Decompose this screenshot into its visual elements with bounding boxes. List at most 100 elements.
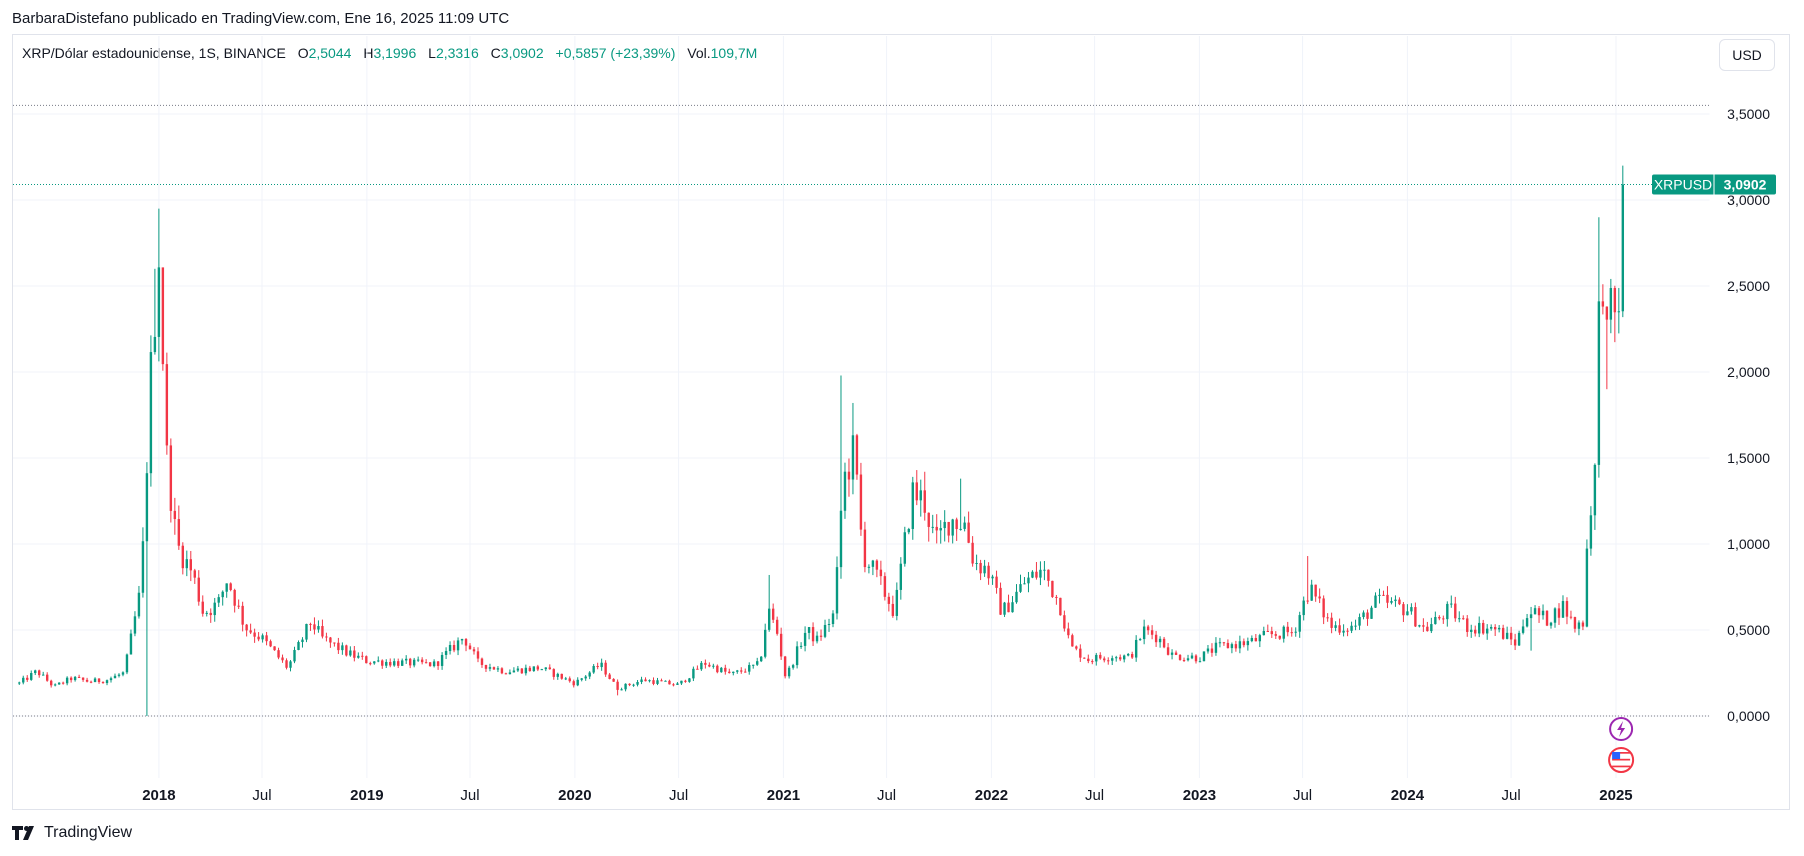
candle-body <box>345 645 348 656</box>
candle-body <box>867 566 871 568</box>
candle-body <box>1019 584 1022 592</box>
candle-body <box>121 672 125 675</box>
candle-body <box>1126 654 1130 656</box>
x-tick-label: 2018 <box>142 787 175 804</box>
candle-body <box>891 603 895 616</box>
candle-body <box>285 660 288 668</box>
candle-body <box>927 512 930 527</box>
candle-body <box>744 671 747 673</box>
candle-body <box>1474 629 1477 634</box>
candle-body <box>831 613 835 625</box>
candle-body <box>420 659 424 663</box>
candle-body <box>1290 632 1293 634</box>
candle-body <box>1198 661 1202 663</box>
candle-body <box>1621 184 1625 312</box>
low-label: L <box>428 45 436 61</box>
x-tick-label: 2025 <box>1599 787 1632 804</box>
candle-body <box>1410 607 1413 612</box>
candle-body <box>963 522 966 529</box>
candle-body <box>1318 596 1321 599</box>
candle-body <box>444 651 448 655</box>
candle-body <box>652 680 655 684</box>
price-tag-ticker: XRPUSD <box>1654 176 1712 192</box>
candle-body <box>1370 607 1373 619</box>
candle-body <box>217 597 220 603</box>
candle-body <box>696 668 699 670</box>
candle-body <box>476 651 480 659</box>
candle-body <box>600 662 603 668</box>
candle-body <box>333 642 336 644</box>
x-tick-label: Jul <box>1502 787 1521 804</box>
candle-body <box>564 678 567 680</box>
y-tick-label: 0,5000 <box>1727 622 1770 638</box>
candle-body <box>1027 577 1030 584</box>
candle-body <box>1095 654 1098 662</box>
candle-body <box>57 682 61 685</box>
candle-body <box>1119 657 1122 660</box>
candle-body <box>584 676 587 679</box>
candle-body <box>1601 301 1605 307</box>
candle-body <box>811 627 815 642</box>
candle-body <box>1561 601 1565 618</box>
candle-body <box>1382 594 1385 596</box>
candle-body <box>851 435 855 480</box>
candle-body <box>42 674 45 676</box>
candle-body <box>1035 571 1038 578</box>
candle-body <box>1007 602 1010 613</box>
candle-body <box>1302 600 1305 616</box>
candle-body <box>233 589 236 606</box>
candle-body <box>1186 658 1190 661</box>
candle-body <box>1091 661 1094 663</box>
candle-body <box>1282 626 1285 639</box>
candle-body <box>1450 603 1453 605</box>
candle-body <box>129 633 133 655</box>
candle-body <box>732 671 735 674</box>
candle-body <box>1134 639 1138 658</box>
candle-body <box>1039 569 1042 578</box>
flag-canton <box>1612 752 1621 759</box>
candle-body <box>1150 630 1154 635</box>
candle-body <box>1489 626 1493 629</box>
candle-body <box>281 657 284 661</box>
candle-body <box>30 673 33 680</box>
candle-body <box>612 678 615 682</box>
candle-body <box>141 541 145 593</box>
candle-body <box>815 635 819 642</box>
candle-body <box>644 679 647 682</box>
candle-body <box>273 646 276 651</box>
candle-body <box>847 471 851 480</box>
candle-body <box>1497 627 1501 630</box>
currency-button[interactable]: USD <box>1719 39 1775 71</box>
candle-body <box>1422 625 1425 627</box>
candle-body <box>556 673 559 677</box>
candle-body <box>209 612 212 616</box>
candle-body <box>1270 631 1273 635</box>
candle-body <box>1398 599 1401 605</box>
candle-body <box>145 473 149 542</box>
x-tick-label: Jul <box>669 787 688 804</box>
candle-body <box>353 650 356 658</box>
candle-body <box>245 624 248 631</box>
candle-body <box>1314 584 1317 597</box>
candle-body <box>424 662 428 664</box>
candle-body <box>1234 644 1238 649</box>
candle-body <box>508 672 512 675</box>
candle-body <box>967 522 970 543</box>
close-value: 3,0902 <box>500 45 544 61</box>
x-tick-label: 2020 <box>558 787 591 804</box>
symbol-title[interactable]: XRP/Dólar estadounidense, 1S, BINANCE <box>22 45 286 61</box>
candle-body <box>1298 615 1301 632</box>
candle-body <box>416 659 420 661</box>
candle-body <box>1470 629 1473 632</box>
candle-body <box>365 656 368 664</box>
candle-body <box>1617 311 1621 313</box>
candle-body <box>1011 602 1014 613</box>
candle-body <box>704 662 707 665</box>
candle-body <box>532 666 536 671</box>
candle-body <box>1354 625 1357 627</box>
candle-body <box>1023 583 1026 585</box>
candle-body <box>540 669 544 671</box>
candle-body <box>1358 617 1361 626</box>
tradingview-logo[interactable]: TradingView <box>12 824 132 842</box>
